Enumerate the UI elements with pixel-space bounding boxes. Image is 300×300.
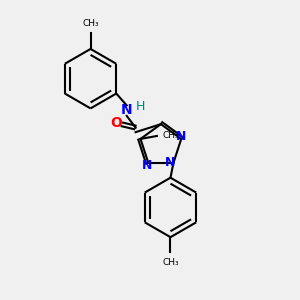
Text: N: N [121, 103, 133, 117]
Text: CH₃: CH₃ [162, 258, 179, 267]
Text: N: N [165, 156, 175, 170]
Text: CH₃: CH₃ [82, 19, 99, 28]
Text: O: O [110, 116, 122, 130]
Text: CH₃: CH₃ [163, 131, 179, 140]
Text: N: N [142, 159, 152, 172]
Text: N: N [176, 130, 186, 143]
Text: H: H [135, 100, 145, 113]
